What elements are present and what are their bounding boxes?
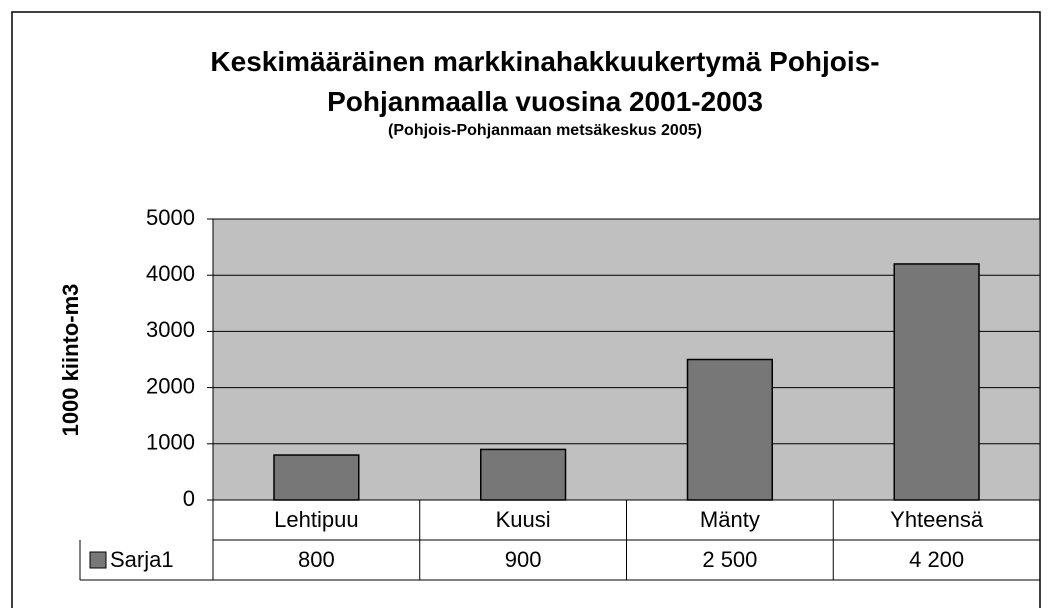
legend-label: Sarja1 (110, 547, 174, 572)
table-value: 2 500 (702, 547, 757, 572)
table-value: 4 200 (909, 547, 964, 572)
y-tick-label: 1000 (146, 430, 195, 455)
legend-swatch (89, 551, 107, 569)
bar (479, 448, 567, 501)
y-tick-label: 4000 (146, 261, 195, 286)
y-tick-label: 0 (183, 486, 195, 511)
table-value: 900 (505, 547, 542, 572)
chart-title: Keskimääräinen markkinahakkuukertymä Poh… (210, 46, 880, 117)
bar (893, 263, 980, 501)
x-tick-label: Lehtipuu (274, 507, 358, 532)
x-tick-label: Yhteensä (890, 507, 984, 532)
bar (273, 454, 360, 501)
table-value: 800 (298, 547, 335, 572)
y-tick-label: 5000 (146, 205, 195, 230)
y-tick-label: 2000 (146, 373, 195, 398)
x-tick-label: Mänty (700, 507, 760, 532)
y-tick-label: 3000 (146, 317, 195, 342)
chart-subtitle: (Pohjois-Pohjanmaan metsäkeskus 2005) (388, 122, 702, 139)
y-axis-label: 1000 kiinto-m3 (58, 284, 83, 437)
x-tick-label: Kuusi (496, 507, 551, 532)
bar (686, 358, 774, 501)
